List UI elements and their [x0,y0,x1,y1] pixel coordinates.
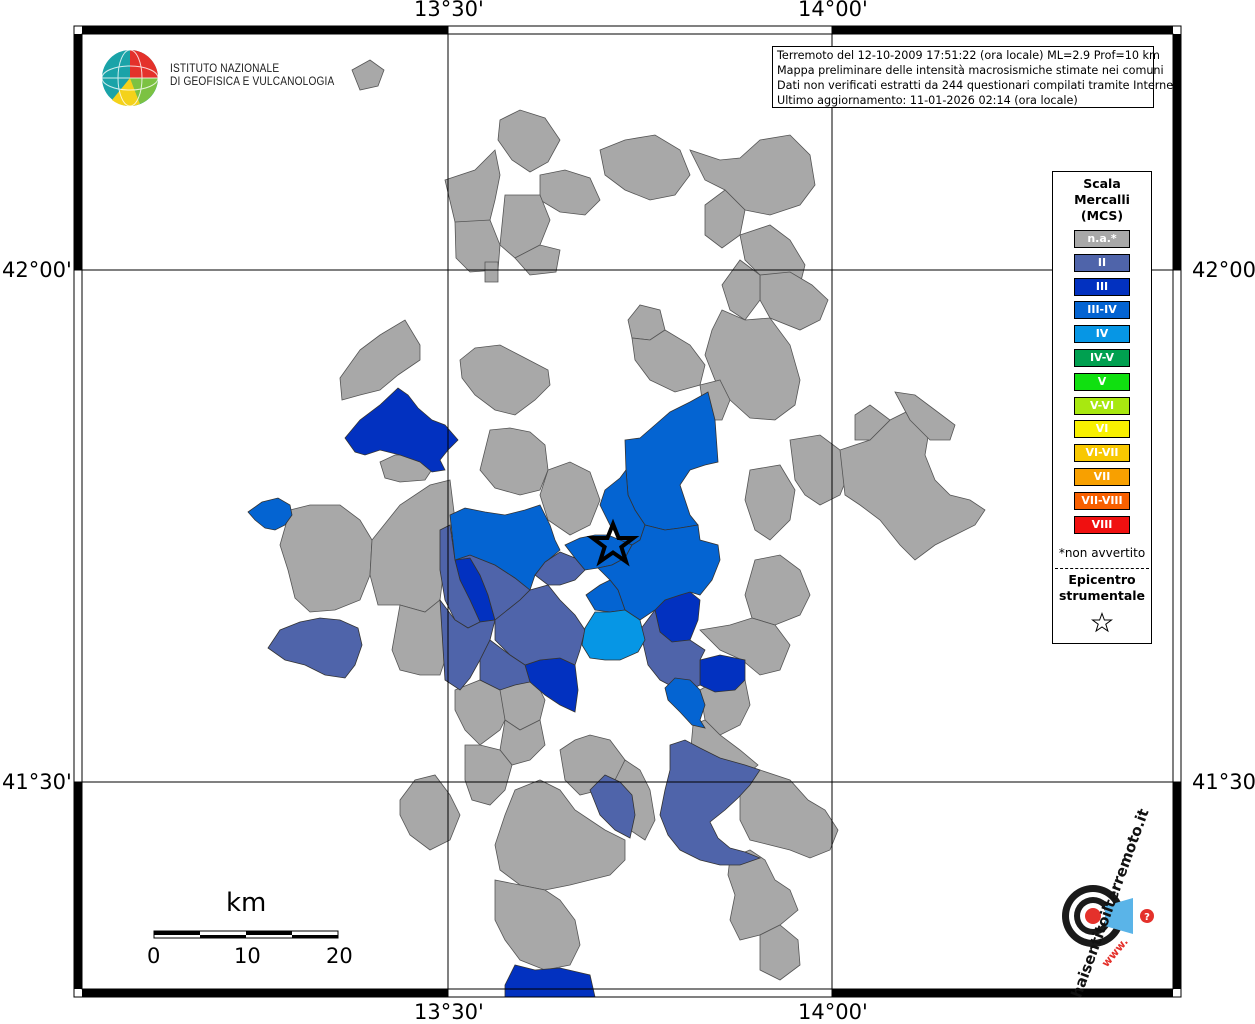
legend-epicentre-line-1: Epicentro [1068,572,1136,587]
legend-title: Scala Mercalli (MCS) [1053,176,1151,224]
event-info-line-4: Ultimo aggiornamento: 11-01-2026 02:14 (… [777,94,1078,107]
legend-item: VII [1074,468,1130,486]
lon-label-bottom-left: 13°30' [414,1000,484,1024]
scale-bar [153,930,339,939]
lon-label-top-left: 13°30' [414,0,484,21]
graticule [74,26,1181,997]
lat-label-left-bottom: 41°30' [2,770,72,794]
scale-tick-20: 20 [326,944,353,968]
legend-epicentre-line-2: strumentale [1058,588,1146,603]
event-info-box: Terremoto del 12-10-2009 17:51:22 (ora l… [772,46,1182,108]
legend-item: VIII [1074,515,1130,534]
legend-note: *non avvertito [1058,546,1146,560]
lon-label-top-right: 14°00' [798,0,868,21]
legend-divider [1055,568,1149,569]
map-frame [73,25,1182,998]
svg-text:?: ? [1144,912,1150,923]
event-info-line-2: Mappa preliminare delle intensità macros… [777,64,1164,77]
legend-item: V [1074,372,1130,391]
legend-star-icon [1091,612,1113,633]
ingv-logo-icon [101,49,159,107]
scale-tick-0: 0 [147,944,161,968]
event-info-line-3: Dati non verificati estratti da 244 ques… [777,79,1182,92]
epicentre-star-icon [586,518,640,567]
scale-unit: km [226,888,267,918]
legend-item: II [1074,253,1130,272]
legend-item: VI [1074,420,1130,439]
legend-item: VI-VII [1074,444,1130,463]
legend-title-line-2: Mercalli [1074,192,1130,207]
municipalities-felt [247,387,762,998]
scale-tick-10: 10 [234,944,261,968]
legend-item: n.a.* [1074,230,1130,248]
legend-title-line-3: (MCS) [1080,208,1124,223]
legend-item: V-VI [1074,396,1130,415]
legend-epicentre-label: Epicentro strumentale [1053,572,1151,604]
legend-title-line-1: Scala [1083,176,1121,191]
intensity-legend: Scala Mercalli (MCS) n.a.* II III III-IV IV I… [1052,171,1152,644]
lon-label-bottom-right: 14°00' [798,1000,868,1024]
institute-line-1: ISTITUTO NAZIONALE [170,63,280,75]
institute-line-2: DI GEOFISICA E VULCANOLOGIA [170,76,335,88]
lat-label-right-bottom: 41°30' [1192,770,1255,794]
legend-item: III [1074,277,1130,296]
institute-name: ISTITUTO NAZIONALE DI GEOFISICA E VULCAN… [170,63,334,89]
legend-item: IV-V [1074,349,1130,367]
lat-label-left-top: 42°00' [2,258,72,282]
haisentito-logo-icon: ? [1062,885,1154,947]
legend-item: III-IV [1074,301,1130,320]
legend-item: IV [1074,325,1130,344]
event-info-line-1: Terremoto del 12-10-2009 17:51:22 (ora l… [777,49,1160,62]
lat-label-right-top: 42°00' [1192,258,1255,282]
municipalities-not-felt [279,59,986,981]
legend-item: VII-VIII [1074,491,1130,510]
